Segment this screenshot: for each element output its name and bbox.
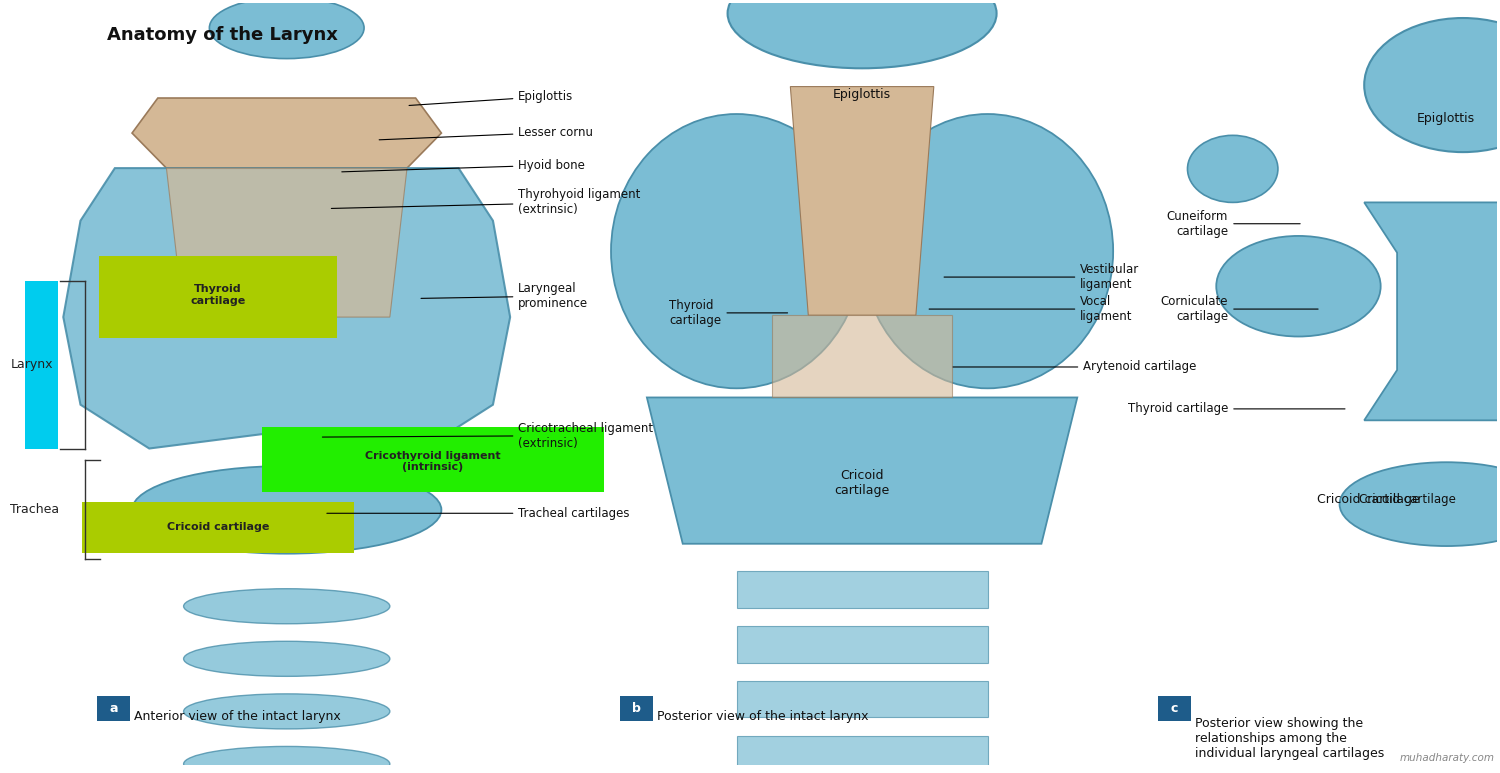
Text: b: b [632, 702, 640, 715]
Text: muhadharaty.com: muhadharaty.com [1400, 753, 1494, 763]
Text: Cricoid cartilage: Cricoid cartilage [1317, 493, 1419, 506]
Text: Cricothyroid ligament
(intrinsic): Cricothyroid ligament (intrinsic) [364, 451, 501, 472]
Text: Arytenoid cartilage: Arytenoid cartilage [952, 360, 1197, 373]
FancyBboxPatch shape [81, 502, 354, 553]
Ellipse shape [1216, 236, 1380, 336]
FancyBboxPatch shape [620, 696, 652, 720]
Ellipse shape [183, 694, 390, 729]
Bar [736, 571, 987, 608]
Text: Vocal
ligament: Vocal ligament [928, 295, 1132, 323]
Text: Thyroid
cartilage: Thyroid cartilage [190, 284, 246, 306]
Polygon shape [772, 315, 951, 397]
Text: Cricoid cartilage: Cricoid cartilage [1359, 493, 1456, 506]
Ellipse shape [610, 114, 862, 388]
Bar [736, 736, 987, 772]
Text: Vestibular
ligament: Vestibular ligament [944, 263, 1140, 291]
Polygon shape [790, 87, 934, 315]
Text: Anatomy of the Larynx: Anatomy of the Larynx [108, 26, 339, 43]
Bar [736, 681, 987, 717]
Text: Lesser cornu: Lesser cornu [380, 126, 594, 140]
Ellipse shape [210, 0, 364, 59]
Text: Hyoid bone: Hyoid bone [342, 158, 585, 172]
Text: Thyrohyoid ligament
(extrinsic): Thyrohyoid ligament (extrinsic) [332, 189, 640, 216]
Text: c: c [1170, 702, 1178, 715]
Polygon shape [166, 168, 407, 317]
Text: Cricoid
cartilage: Cricoid cartilage [834, 468, 890, 497]
FancyBboxPatch shape [1158, 696, 1191, 720]
Text: Posterior view of the intact larynx: Posterior view of the intact larynx [657, 710, 868, 724]
Text: Trachea: Trachea [10, 503, 60, 516]
Polygon shape [63, 168, 510, 448]
Text: Anterior view of the intact larynx: Anterior view of the intact larynx [135, 710, 340, 724]
Polygon shape [646, 397, 1077, 543]
Ellipse shape [728, 0, 996, 68]
Text: Tracheal cartilages: Tracheal cartilages [327, 507, 630, 519]
Text: Cricoid cartilage: Cricoid cartilage [166, 523, 268, 533]
Text: Posterior view showing the
relationships among the
individual laryngeal cartilag: Posterior view showing the relationships… [1196, 717, 1384, 760]
Ellipse shape [183, 642, 390, 676]
Ellipse shape [183, 589, 390, 624]
Text: Laryngeal
prominence: Laryngeal prominence [422, 282, 588, 310]
Text: Corniculate
cartilage: Corniculate cartilage [1161, 295, 1318, 323]
Bar [26, 281, 58, 448]
Polygon shape [132, 98, 441, 168]
Text: Epiglottis: Epiglottis [410, 90, 573, 105]
Text: Epiglottis: Epiglottis [833, 87, 891, 100]
Text: Thyroid cartilage: Thyroid cartilage [1128, 403, 1346, 415]
Ellipse shape [183, 747, 390, 773]
Text: Cuneiform
cartilage: Cuneiform cartilage [1167, 209, 1300, 238]
Ellipse shape [862, 114, 1113, 388]
Text: Cricotracheal ligament
(extrinsic): Cricotracheal ligament (extrinsic) [322, 421, 654, 450]
Text: a: a [110, 702, 117, 715]
Ellipse shape [1188, 135, 1278, 203]
Polygon shape [1364, 203, 1500, 421]
FancyBboxPatch shape [99, 257, 338, 339]
Ellipse shape [132, 466, 441, 553]
Text: Larynx: Larynx [10, 358, 53, 371]
Ellipse shape [1340, 462, 1500, 546]
FancyBboxPatch shape [98, 696, 130, 720]
Bar [736, 626, 987, 662]
FancyBboxPatch shape [262, 427, 603, 492]
Text: Thyroid
cartilage: Thyroid cartilage [669, 299, 788, 327]
Text: Epiglottis: Epiglottis [1416, 112, 1474, 125]
Ellipse shape [1364, 18, 1500, 152]
